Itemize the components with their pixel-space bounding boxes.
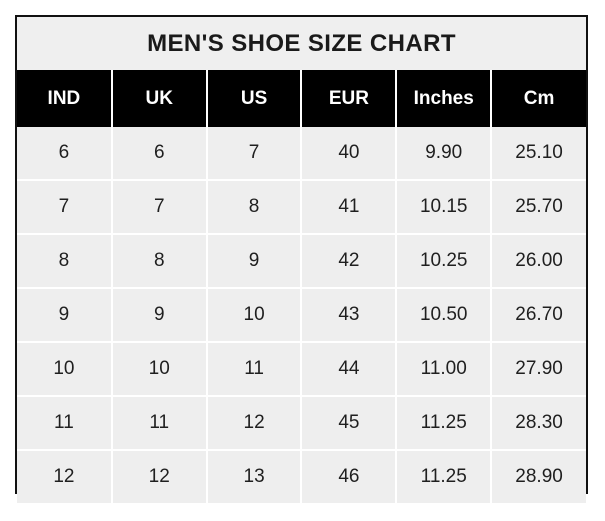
cell-cm: 26.00 [490,233,586,288]
column-header-us: US [205,70,302,127]
cell-eur: 42 [300,233,397,288]
column-header-cm: Cm [490,70,586,127]
cell-inches: 11.00 [395,341,492,396]
table-body: 6 6 7 40 9.90 25.10 7 7 8 41 10.15 25.70… [17,127,586,503]
column-header-eur: EUR [300,70,397,127]
column-header-inches: Inches [395,70,492,127]
cell-eur: 40 [300,127,397,180]
cell-ind: 8 [17,233,112,288]
cell-cm: 26.70 [490,287,586,342]
cell-cm: 27.90 [490,341,586,396]
cell-eur: 45 [300,395,397,450]
cell-us: 12 [205,395,302,450]
cell-ind: 7 [17,179,112,234]
cell-uk: 8 [110,233,207,288]
cell-us: 11 [205,341,302,396]
table-row: 6 6 7 40 9.90 25.10 [17,127,586,180]
cell-inches: 10.15 [395,179,492,234]
cell-eur: 46 [300,449,397,503]
cell-inches: 10.50 [395,287,492,342]
column-header-ind: IND [17,70,112,127]
cell-cm: 28.90 [490,449,586,503]
page-title: MEN'S SHOE SIZE CHART [17,17,586,70]
cell-us: 8 [205,179,302,234]
cell-us: 9 [205,233,302,288]
column-header-uk: UK [110,70,207,127]
cell-cm: 25.70 [490,179,586,234]
cell-cm: 25.10 [490,127,586,180]
table-row: 11 11 12 45 11.25 28.30 [17,395,586,450]
cell-cm: 28.30 [490,395,586,450]
cell-uk: 12 [110,449,207,503]
cell-us: 13 [205,449,302,503]
cell-uk: 10 [110,341,207,396]
cell-ind: 12 [17,449,112,503]
table-row: 8 8 9 42 10.25 26.00 [17,233,586,288]
cell-inches: 11.25 [395,395,492,450]
cell-us: 10 [205,287,302,342]
cell-inches: 11.25 [395,449,492,503]
cell-ind: 9 [17,287,112,342]
cell-uk: 7 [110,179,207,234]
table-row: 10 10 11 44 11.00 27.90 [17,341,586,396]
table-header: IND UK US EUR Inches Cm [17,70,586,127]
cell-us: 7 [205,127,302,180]
size-chart-table: IND UK US EUR Inches Cm 6 6 7 40 9.90 25… [17,70,586,503]
cell-uk: 6 [110,127,207,180]
cell-eur: 44 [300,341,397,396]
table-row: 7 7 8 41 10.15 25.70 [17,179,586,234]
table-header-row: IND UK US EUR Inches Cm [17,70,586,127]
size-chart-container: MEN'S SHOE SIZE CHART IND UK US EUR Inch… [15,15,588,503]
cell-uk: 11 [110,395,207,450]
cell-ind: 6 [17,127,112,180]
cell-inches: 9.90 [395,127,492,180]
cell-eur: 43 [300,287,397,342]
cell-eur: 41 [300,179,397,234]
table-row: 9 9 10 43 10.50 26.70 [17,287,586,342]
cell-ind: 10 [17,341,112,396]
cell-inches: 10.25 [395,233,492,288]
cell-uk: 9 [110,287,207,342]
table-row: 12 12 13 46 11.25 28.90 [17,449,586,503]
cell-ind: 11 [17,395,112,450]
